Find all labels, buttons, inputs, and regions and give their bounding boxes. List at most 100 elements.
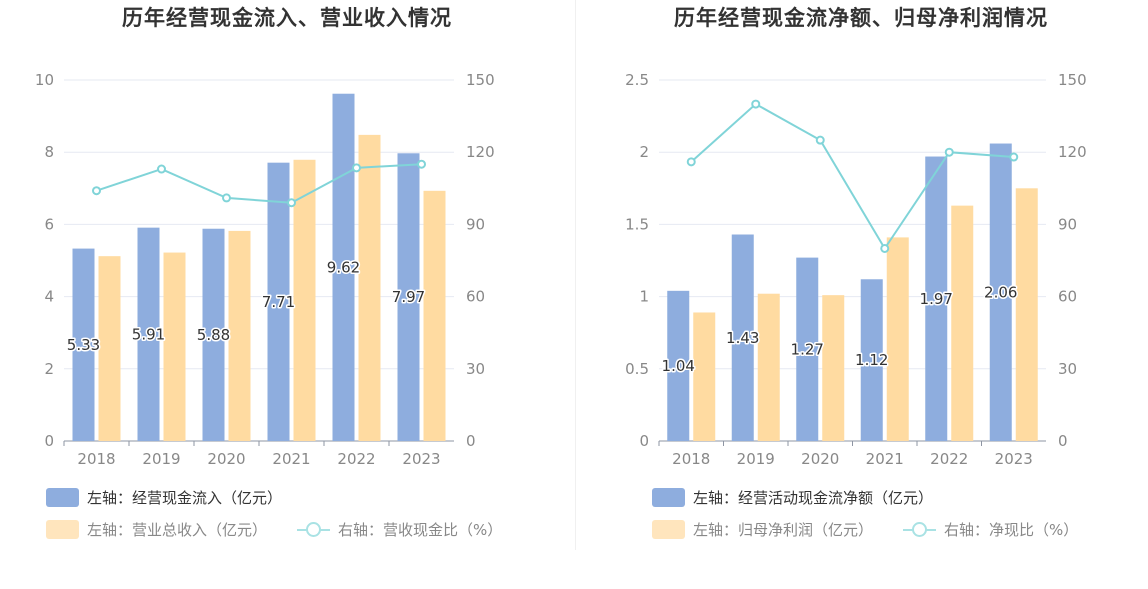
legend-item-net-cash-ratio[interactable]: 右轴：净现比（%） xyxy=(903,519,1078,540)
legend-label: 左轴：营业总收入（亿元） xyxy=(87,521,268,539)
x-tick-label: 2023 xyxy=(995,450,1033,468)
line-point xyxy=(815,135,825,145)
y-right-tick-label: 30 xyxy=(466,360,485,378)
legend-swatch-bar-blue xyxy=(652,488,685,507)
bar-cash-inflow xyxy=(332,93,355,441)
y-left-tick-label: 8 xyxy=(44,143,54,161)
bar-net-cash-flow xyxy=(796,257,819,441)
line-point xyxy=(352,163,361,173)
x-tick-label: 2021 xyxy=(272,450,310,468)
bar-revenue xyxy=(358,134,381,441)
line-series-ratio xyxy=(690,102,1014,251)
y-left-tick-label: 2.5 xyxy=(625,71,649,89)
data-label: 9.62 xyxy=(327,258,360,276)
legend-item-revenue-cash-ratio[interactable]: 右轴：营收现金比（%） xyxy=(297,519,502,540)
bar-revenue xyxy=(228,230,251,441)
y-right-tick-label: 120 xyxy=(466,143,495,161)
y-left-tick-label: 4 xyxy=(44,288,54,306)
x-tick-label: 2019 xyxy=(142,450,180,468)
bar-net-cash-flow xyxy=(989,143,1012,441)
line-point xyxy=(222,193,231,203)
y-left-tick-label: 0 xyxy=(44,432,54,450)
bar-revenue xyxy=(163,252,186,441)
data-label: 2.06 xyxy=(984,283,1017,301)
line-point xyxy=(751,99,761,109)
data-label: 1.27 xyxy=(791,340,824,358)
legend-swatch-bar-orange xyxy=(46,520,79,539)
y-left-tick-label: 0.5 xyxy=(625,360,649,378)
bar-revenue xyxy=(423,190,446,441)
y-right-tick-label: 90 xyxy=(1058,215,1077,233)
y-right-tick-label: 120 xyxy=(1058,143,1087,161)
data-label: 7.97 xyxy=(392,288,425,306)
bar-net-profit xyxy=(886,237,909,441)
data-label: 5.33 xyxy=(67,336,100,354)
y-left-tick-label: 2 xyxy=(44,360,54,378)
y-right-tick-label: 0 xyxy=(1058,432,1068,450)
line-point xyxy=(1009,152,1019,162)
legend-item-net-profit[interactable]: 左轴：归母净利润（亿元） xyxy=(652,519,873,540)
data-label: 1.43 xyxy=(726,329,759,347)
x-tick-label: 2021 xyxy=(866,450,904,468)
y-right-tick-label: 60 xyxy=(466,288,485,306)
legend-line-marker-icon xyxy=(297,520,330,539)
x-tick-label: 2023 xyxy=(402,450,440,468)
bar-net-profit xyxy=(951,205,974,441)
bar-cash-inflow xyxy=(137,227,160,441)
line-point xyxy=(417,159,426,169)
x-tick-label: 2022 xyxy=(930,450,968,468)
chart-title: 历年经营现金流入、营业收入情况 xyxy=(122,6,452,30)
x-tick-label: 2020 xyxy=(801,450,839,468)
y-left-tick-label: 6 xyxy=(44,215,54,233)
x-tick-label: 2020 xyxy=(207,450,245,468)
chart-panel-cash-inflow: 历年经营现金流入、营业收入情况 0 2 4 6 8 10 0 30 60 90 120 150 2018… xyxy=(35,6,502,540)
line-point xyxy=(880,243,890,253)
line-series-ratio xyxy=(96,163,422,204)
y-right-tick-label: 90 xyxy=(466,215,485,233)
y-right-tick-label: 150 xyxy=(466,71,495,89)
legend-swatch-bar-blue xyxy=(46,488,79,507)
legend-label: 左轴：经营活动现金流净额（亿元） xyxy=(693,489,934,507)
chart-plot-area: 0 0.5 1 1.5 2 2.5 0 30 60 90 120 150 2018 2019 2020 202… xyxy=(625,71,1087,468)
bar-net-cash-flow xyxy=(860,279,883,441)
data-label: 1.97 xyxy=(920,290,953,308)
line-point xyxy=(92,186,101,196)
bar-net-profit xyxy=(1015,188,1038,441)
y-right-tick-label: 60 xyxy=(1058,288,1077,306)
y-right-tick-label: 150 xyxy=(1058,71,1087,89)
line-point xyxy=(944,147,954,157)
data-label: 5.91 xyxy=(132,325,165,343)
y-left-tick-label: 1 xyxy=(639,288,649,306)
legend-line-marker-icon xyxy=(903,520,936,539)
y-right-tick-label: 0 xyxy=(466,432,476,450)
chart-title: 历年经营现金流净额、归母净利润情况 xyxy=(674,6,1048,30)
data-label: 1.12 xyxy=(855,351,888,369)
legend-item-revenue[interactable]: 左轴：营业总收入（亿元） xyxy=(46,519,267,540)
legend-label: 左轴：经营现金流入（亿元） xyxy=(87,489,283,507)
legend-item-net-cash-flow[interactable]: 左轴：经营活动现金流净额（亿元） xyxy=(652,487,933,508)
bar-net-cash-flow xyxy=(925,156,948,442)
bar-cash-inflow xyxy=(72,248,95,441)
legend-label: 右轴：营收现金比（%） xyxy=(338,521,503,539)
bar-net-profit xyxy=(693,312,716,441)
x-tick-label: 2018 xyxy=(77,450,115,468)
bar-net-cash-flow xyxy=(731,234,754,441)
bar-net-cash-flow xyxy=(667,290,690,441)
line-point xyxy=(686,157,696,167)
legend-item-cash-inflow[interactable]: 左轴：经营现金流入（亿元） xyxy=(46,487,282,508)
panel-divider xyxy=(575,0,576,550)
y-right-tick-label: 30 xyxy=(1058,360,1077,378)
y-left-tick-label: 10 xyxy=(35,71,54,89)
bar-net-profit xyxy=(757,293,780,441)
data-label: 1.04 xyxy=(662,357,695,375)
line-point xyxy=(287,198,296,208)
x-tick-label: 2022 xyxy=(337,450,375,468)
y-left-tick-label: 0 xyxy=(639,432,649,450)
legend-swatch-bar-orange xyxy=(652,520,685,539)
bar-cash-inflow xyxy=(267,162,290,441)
bar-net-profit xyxy=(822,295,845,441)
data-label: 5.88 xyxy=(197,326,230,344)
bar-cash-inflow xyxy=(202,228,225,441)
line-point xyxy=(157,164,166,174)
legend-label: 右轴：净现比（%） xyxy=(944,521,1079,539)
